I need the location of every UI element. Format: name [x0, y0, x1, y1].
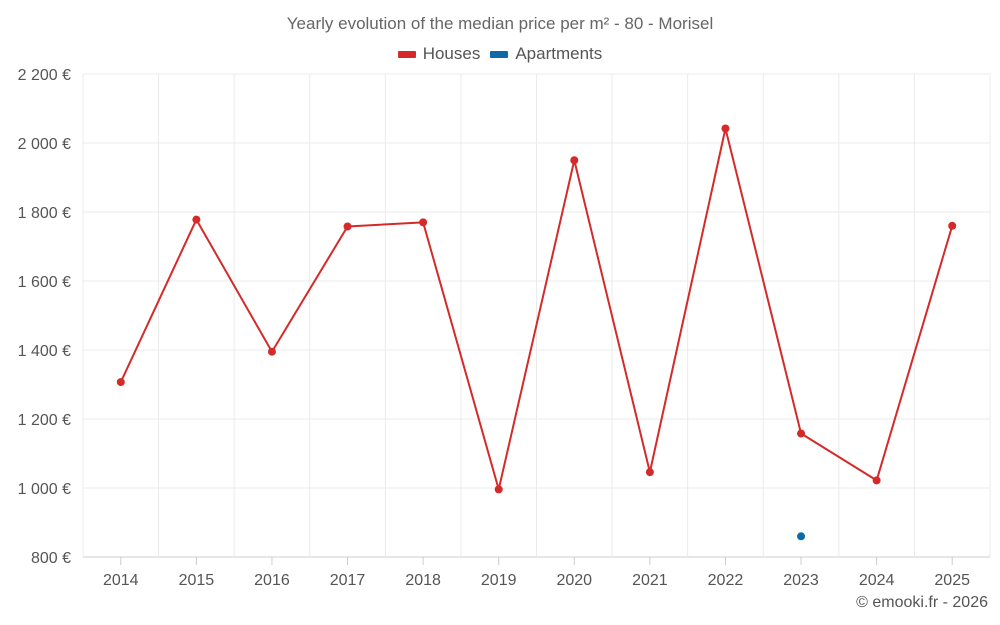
credit-text: © emooki.fr - 2026	[856, 594, 988, 611]
y-tick-label: 1 200 €	[18, 412, 71, 429]
x-tick-label: 2016	[254, 572, 290, 589]
data-point-houses[interactable]	[116, 378, 125, 387]
chart-title: Yearly evolution of the median price per…	[286, 14, 714, 33]
data-point-houses[interactable]	[267, 347, 276, 356]
legend-item-houses[interactable]: Houses	[397, 44, 481, 64]
x-tick-label: 2019	[481, 572, 517, 589]
y-tick-label: 1 800 €	[18, 205, 71, 222]
x-tick-label: 2018	[405, 572, 441, 589]
legend: Houses Apartments	[0, 44, 1000, 64]
x-tick-label: 2014	[103, 572, 139, 589]
x-tick-label: 2025	[934, 572, 970, 589]
legend-item-apartments[interactable]: Apartments	[490, 44, 602, 64]
data-point-houses[interactable]	[645, 468, 654, 477]
legend-label-houses: Houses	[422, 44, 481, 63]
legend-swatch-apartments	[490, 50, 509, 58]
data-point-houses[interactable]	[419, 218, 428, 227]
x-tick-label: 2024	[859, 572, 895, 589]
x-tick-label: 2021	[632, 572, 668, 589]
data-point-houses[interactable]	[948, 221, 957, 230]
data-point-houses[interactable]	[721, 124, 730, 133]
y-tick-label: 800 €	[31, 550, 71, 567]
data-point-apartments[interactable]	[797, 532, 806, 541]
y-tick-label: 1 600 €	[18, 274, 71, 291]
data-point-houses[interactable]	[494, 485, 503, 494]
y-tick-label: 2 000 €	[18, 136, 71, 153]
legend-label-apartments: Apartments	[515, 44, 603, 63]
data-point-houses[interactable]	[343, 222, 352, 231]
y-tick-label: 1 400 €	[18, 343, 71, 360]
x-tick-label: 2022	[708, 572, 744, 589]
y-tick-label: 2 200 €	[18, 67, 71, 84]
x-tick-label: 2023	[783, 572, 819, 589]
data-point-houses[interactable]	[797, 429, 806, 438]
legend-swatch-houses	[397, 50, 416, 58]
y-tick-label: 1 000 €	[18, 481, 71, 498]
series-line-houses	[119, 127, 954, 491]
x-tick-label: 2017	[330, 572, 366, 589]
data-point-houses[interactable]	[192, 215, 201, 224]
data-point-houses[interactable]	[872, 476, 881, 485]
x-tick-label: 2020	[556, 572, 592, 589]
data-point-houses[interactable]	[570, 156, 579, 165]
x-tick-label: 2015	[179, 572, 215, 589]
